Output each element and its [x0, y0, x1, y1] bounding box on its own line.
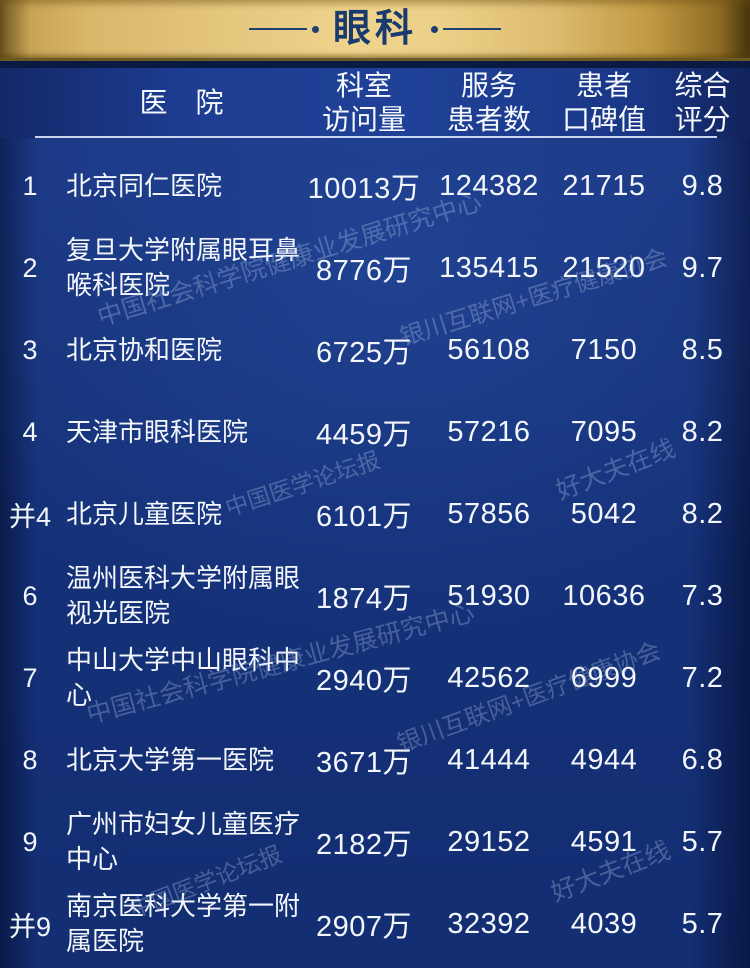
score-cell: 7.3	[681, 579, 724, 612]
table-row: 并9 南京医科大学第一附属医院 2907万 32392 4039 5.7	[0, 883, 750, 965]
hospital-name-cell: 天津市眼科医院	[66, 416, 249, 447]
hospital-name-cell: 北京协和医院	[66, 334, 223, 365]
visits-cell: 3671万	[315, 747, 412, 779]
hospital-name-cell: 北京儿童医院	[66, 498, 223, 529]
hospital-name-cell: 温州医科大学附属眼视光医院	[66, 563, 301, 628]
decor-line-icon	[443, 28, 501, 30]
hospital-name-cell: 南京医科大学第一附属医院	[66, 891, 301, 956]
rank-cell: 并4	[8, 501, 52, 532]
table-row: 8 北京大学第一医院 3671万 41444 4944 6.8	[0, 719, 750, 801]
header-visits: 科室 访问量	[321, 70, 406, 135]
hospital-name-cell: 广州市妇女儿童医疗中心	[66, 809, 301, 874]
reputation-cell: 10636	[562, 579, 646, 612]
reputation-cell: 5042	[570, 497, 638, 530]
visits-cell: 4459万	[315, 419, 412, 451]
rank-cell: 6	[22, 580, 38, 611]
score-cell: 8.2	[681, 415, 724, 448]
table-header-row: 医 院 科室 访问量 服务 患者数 患者 口碑值 综合 评分	[0, 68, 750, 138]
visits-cell: 2940万	[315, 665, 412, 697]
reputation-cell: 4039	[570, 907, 638, 940]
visits-cell: 6101万	[315, 501, 412, 533]
hospital-name-cell: 北京大学第一医院	[66, 744, 275, 775]
table-body: 1 北京同仁医院 10013万 124382 21715 9.8 2 复旦大学附属眼耳鼻喉科医…	[0, 145, 750, 965]
patients-cell: 41444	[447, 743, 531, 776]
rank-cell: 3	[22, 334, 38, 365]
hospital-name-cell: 北京同仁医院	[66, 170, 223, 201]
visits-cell: 2182万	[315, 829, 412, 861]
score-cell: 8.5	[681, 333, 724, 366]
patients-cell: 57856	[447, 497, 531, 530]
header-patients: 服务 患者数	[446, 70, 531, 135]
table-row: 4 天津市眼科医院 4459万 57216 7095 8.2	[0, 391, 750, 473]
hospital-name-cell: 中山大学中山眼科中心	[66, 645, 301, 710]
visits-cell: 6725万	[315, 337, 412, 369]
visits-cell: 2907万	[315, 911, 412, 943]
rank-cell: 7	[22, 662, 38, 693]
reputation-cell: 7095	[570, 415, 638, 448]
decor-dot-icon	[431, 25, 438, 33]
visits-cell: 1874万	[315, 583, 412, 615]
patients-cell: 56108	[447, 333, 531, 366]
score-cell: 9.7	[681, 251, 724, 284]
rank-cell: 并9	[8, 911, 52, 942]
title-bar: 眼科	[0, 0, 750, 58]
score-cell: 6.8	[681, 743, 724, 776]
patients-cell: 51930	[447, 579, 531, 612]
title-decor-right	[431, 25, 501, 33]
rank-cell: 2	[22, 252, 38, 283]
score-cell: 7.2	[681, 661, 724, 694]
score-cell: 8.2	[681, 497, 724, 530]
reputation-cell: 6999	[570, 661, 638, 694]
visits-cell: 8776万	[315, 255, 412, 287]
table-row: 7 中山大学中山眼科中心 2940万 42562 6999 7.2	[0, 637, 750, 719]
patients-cell: 57216	[447, 415, 531, 448]
navy-divider	[0, 61, 750, 68]
score-cell: 5.7	[681, 825, 724, 858]
table-row: 2 复旦大学附属眼耳鼻喉科医院 8776万 135415 21520 9.7	[0, 227, 750, 309]
patients-cell: 124382	[439, 169, 539, 202]
title-decor-left	[248, 25, 319, 33]
score-cell: 5.7	[681, 907, 724, 940]
table-row: 1 北京同仁医院 10013万 124382 21715 9.8	[0, 145, 750, 227]
decor-line-icon	[248, 28, 307, 30]
table-row: 9 广州市妇女儿童医疗中心 2182万 29152 4591 5.7	[0, 801, 750, 883]
patients-cell: 135415	[439, 251, 539, 284]
score-cell: 9.8	[681, 169, 724, 202]
gold-bar-bottom-edge	[0, 58, 750, 61]
reputation-cell: 4591	[570, 825, 638, 858]
hospital-name-cell: 复旦大学附属眼耳鼻喉科医院	[66, 235, 301, 300]
header-reputation: 患者 口碑值	[561, 70, 646, 135]
reputation-cell: 21520	[562, 251, 646, 284]
table-row: 并4 北京儿童医院 6101万 57856 5042 8.2	[0, 473, 750, 555]
patients-cell: 29152	[447, 825, 531, 858]
decor-dot-icon	[311, 25, 319, 33]
visits-cell: 10013万	[307, 173, 421, 205]
page-title: 眼科	[332, 8, 417, 50]
rank-cell: 4	[22, 416, 38, 447]
patients-cell: 42562	[447, 661, 531, 694]
rank-cell: 8	[22, 744, 38, 775]
table-row: 6 温州医科大学附属眼视光医院 1874万 51930 10636 7.3	[0, 555, 750, 637]
rank-cell: 9	[22, 826, 38, 857]
rank-cell: 1	[22, 170, 38, 201]
reputation-cell: 4944	[570, 743, 638, 776]
header-score: 综合 评分	[674, 70, 731, 135]
reputation-cell: 7150	[570, 333, 638, 366]
reputation-cell: 21715	[562, 169, 646, 202]
table-row: 3 北京协和医院 6725万 56108 7150 8.5	[0, 309, 750, 391]
patients-cell: 32392	[447, 907, 531, 940]
header-hospital: 医 院	[139, 87, 224, 118]
